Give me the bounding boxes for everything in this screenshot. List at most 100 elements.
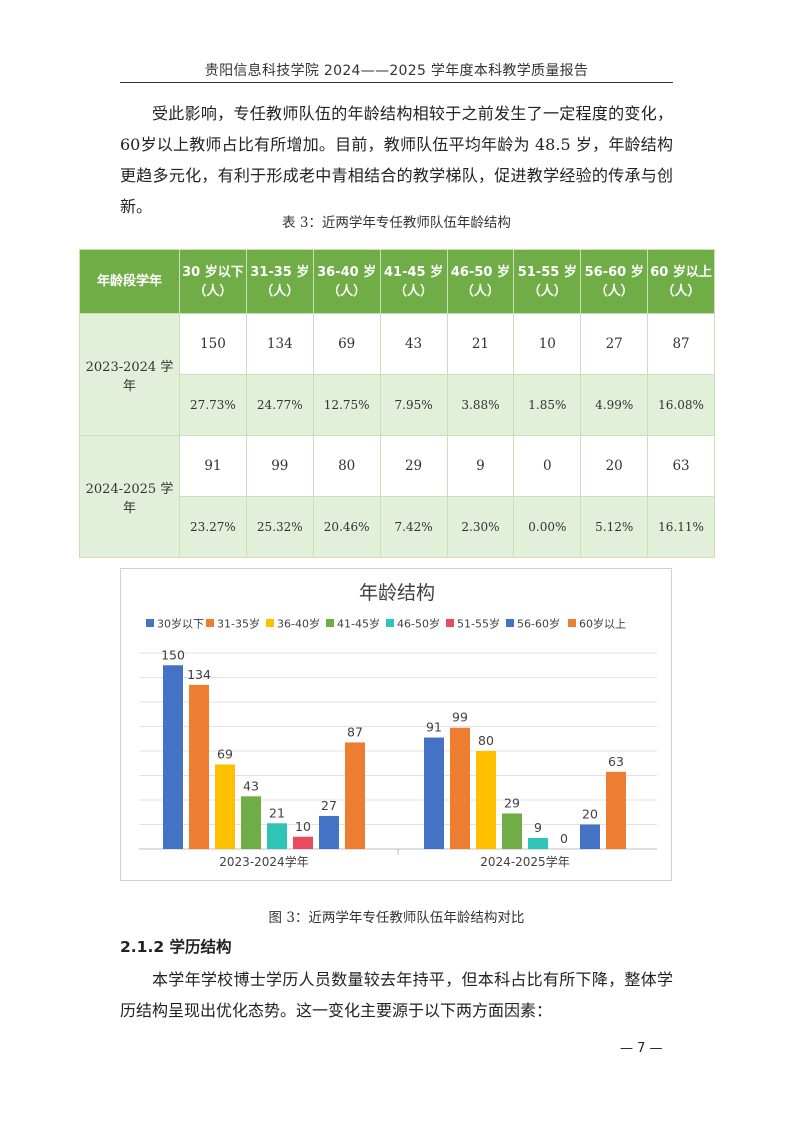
- legend-label: 31-35岁: [217, 617, 260, 631]
- age-structure-table: 年龄段学年 30 岁以下 （人） 31-35 岁（人） 36-40 岁（人） 41…: [79, 249, 715, 558]
- legend-label: 30岁以下: [157, 617, 204, 631]
- percent-cell: 12.75%: [312, 374, 381, 436]
- table-row: 2024-2025 学年 91 99 80 29 9 0 20 63: [79, 435, 715, 558]
- legend-swatch: [206, 619, 214, 627]
- chart-canvas: 年龄结构 30岁以下 31-35岁 36-40岁 41-45岁 46-50岁 51-55岁 5…: [139, 582, 657, 869]
- col-header-51-55: 51-55 岁（人）: [513, 249, 582, 314]
- percent-cell: 25.32%: [245, 496, 314, 558]
- bar: [345, 742, 365, 849]
- data-label: 9: [534, 820, 542, 835]
- data-label: 29: [504, 795, 520, 810]
- legend-swatch: [506, 619, 514, 627]
- bar: [189, 684, 209, 849]
- percent-cell: 24.77%: [245, 374, 314, 436]
- percent-cell: 16.08%: [647, 374, 715, 436]
- count-cell: 27: [580, 313, 649, 375]
- bar: [215, 764, 235, 849]
- data-label: 91: [426, 720, 442, 735]
- table-row: 27.73% 24.77% 12.75% 7.95% 3.88% 1.85% 4…: [80, 374, 715, 436]
- data-label: 134: [187, 667, 211, 682]
- section-heading: 2.1.2 学历结构: [120, 938, 232, 956]
- data-label: 43: [243, 778, 259, 793]
- bar: [163, 665, 183, 849]
- percent-cell: 27.73%: [179, 374, 247, 436]
- legend-swatch: [146, 619, 154, 627]
- bar: [267, 823, 287, 849]
- count-cell: 99: [245, 435, 314, 497]
- percent-cell: 2.30%: [446, 496, 515, 558]
- legend-label: 41-45岁: [337, 617, 380, 631]
- legend-label: 36-40岁: [277, 617, 320, 631]
- legend-swatch: [386, 619, 394, 627]
- legend-label: 56-60岁: [517, 617, 560, 631]
- legend-label: 60岁以上: [579, 617, 626, 631]
- data-label: 69: [217, 746, 233, 761]
- category-label: 2023-2024学年: [219, 854, 308, 869]
- count-cell: 21: [446, 313, 515, 375]
- data-label: 63: [608, 754, 624, 769]
- count-cell: 29: [379, 435, 448, 497]
- col-header-36-40: 36-40 岁（人）: [312, 249, 381, 314]
- table-corner-header: 年龄段学年: [79, 249, 180, 314]
- bar: [580, 824, 600, 849]
- bar: [293, 836, 313, 849]
- table-caption: 表 3：近两学年专任教师队伍年龄结构: [282, 215, 511, 231]
- bar: [319, 815, 339, 849]
- legend-swatch: [266, 619, 274, 627]
- percent-cell: 0.00%: [513, 496, 582, 558]
- page-number: — 7 —: [620, 1041, 663, 1056]
- col-header-56-60: 56-60 岁（人）: [580, 249, 649, 314]
- bar: [424, 737, 444, 849]
- paragraph-age-change: 受此影响，专任教师队伍的年龄结构相较于之前发生了一定程度的变化，60岁以上教师占…: [120, 104, 673, 216]
- data-label: 0: [560, 831, 568, 846]
- age-structure-chart: 年龄结构 30岁以下 31-35岁 36-40岁 41-45岁 46-50岁 51-55岁 5…: [120, 568, 672, 881]
- col-header-41-45: 41-45 岁（人）: [379, 249, 448, 314]
- data-label: 21: [269, 805, 285, 820]
- legend-swatch: [568, 619, 576, 627]
- percent-cell: 7.95%: [379, 374, 448, 436]
- percent-cell: 23.27%: [179, 496, 247, 558]
- bar: [450, 727, 470, 849]
- legend-label: 46-50岁: [397, 617, 440, 631]
- bar: [502, 813, 522, 849]
- count-cell: 134: [245, 313, 314, 375]
- table-header-row: 年龄段学年 30 岁以下 （人） 31-35 岁（人） 36-40 岁（人） 41…: [79, 249, 715, 314]
- percent-cell: 5.12%: [580, 496, 649, 558]
- col-header-31-35: 31-35 岁（人）: [245, 249, 314, 314]
- count-cell: 20: [580, 435, 649, 497]
- bar: [528, 837, 548, 849]
- count-cell: 87: [647, 313, 715, 375]
- header-rule: [120, 82, 673, 83]
- row-year-2024-2025: 2024-2025 学年: [79, 435, 180, 558]
- legend-swatch: [446, 619, 454, 627]
- count-cell: 150: [179, 313, 247, 375]
- table-row: 2023-2024 学年 150 134 69 43 21 10 27 87: [79, 313, 715, 436]
- percent-cell: 3.88%: [446, 374, 515, 436]
- percent-cell: 1.85%: [513, 374, 582, 436]
- percent-cell: 7.42%: [379, 496, 448, 558]
- count-cell: 9: [446, 435, 515, 497]
- percent-cell: 4.99%: [580, 374, 649, 436]
- bar: [241, 796, 261, 849]
- data-label: 99: [452, 710, 468, 725]
- data-label: 80: [478, 733, 494, 748]
- data-label: 87: [347, 724, 363, 739]
- legend-swatch: [326, 619, 334, 627]
- count-cell: 91: [179, 435, 247, 497]
- percent-cell: 16.11%: [647, 496, 715, 558]
- data-label: 27: [321, 798, 337, 813]
- count-cell: 63: [647, 435, 715, 497]
- bar: [606, 771, 626, 849]
- count-cell: 80: [312, 435, 381, 497]
- data-label: 150: [161, 647, 185, 662]
- category-label: 2024-2025学年: [480, 854, 569, 869]
- col-header-46-50: 46-50 岁（人）: [446, 249, 515, 314]
- report-header: 贵阳信息科技学院 2024——2025 学年度本科教学质量报告: [204, 63, 589, 79]
- bar: [476, 751, 496, 849]
- row-year-2023-2024: 2023-2024 学年: [79, 313, 180, 436]
- col-header-under-30: 30 岁以下 （人）: [179, 249, 247, 314]
- paragraph-education-structure: 本学年学校博士学历人员数量较去年持平，但本科占比有所下降，整体学历结构呈现出优化…: [120, 970, 673, 1020]
- data-label: 20: [582, 807, 598, 822]
- count-cell: 0: [513, 435, 582, 497]
- chart-title: 年龄结构: [359, 582, 435, 604]
